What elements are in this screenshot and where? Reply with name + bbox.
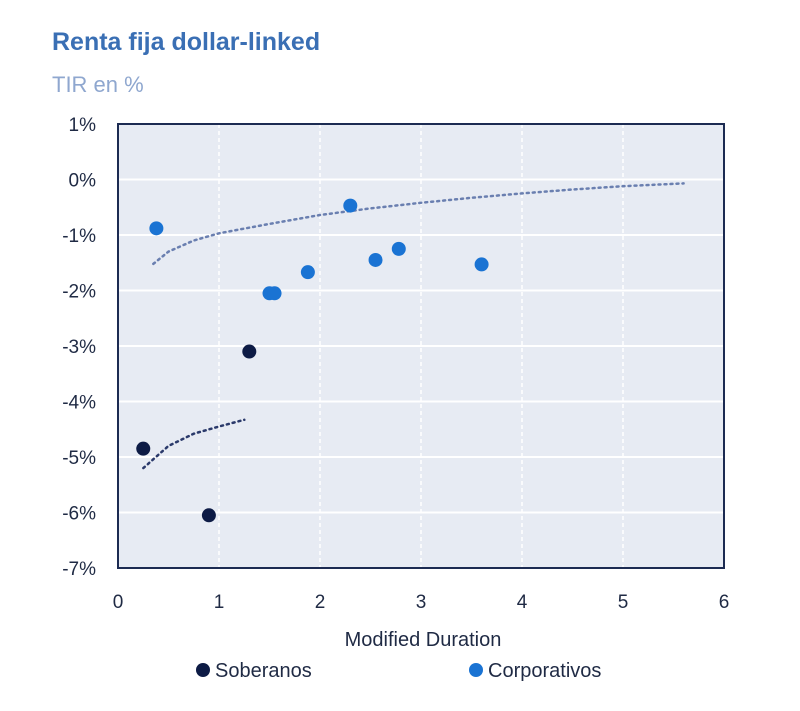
x-tick-label: 3 (416, 592, 427, 613)
trend-lines (142, 182, 685, 470)
legend-label-corporativos: Corporativos (488, 660, 601, 682)
point-corporativos (149, 221, 164, 236)
chart-title: Renta fija dollar-linked (52, 28, 321, 56)
x-tick-label: 1 (214, 592, 225, 613)
tick-labels: 1% 0% -1% -2% -3% -4% -5% -6% -7% 0 1 2 3 4 5 6 (62, 115, 729, 613)
x-tick-label: 6 (719, 592, 730, 613)
y-tick-label: -2% (62, 282, 96, 303)
legend: Soberanos Corporativos (196, 660, 601, 682)
y-tick-label: -3% (62, 337, 96, 358)
legend-label-soberanos: Soberanos (215, 660, 312, 682)
x-axis-label: Modified Duration (345, 629, 502, 651)
point-corporativos (391, 241, 406, 256)
x-tick-label: 2 (315, 592, 326, 613)
legend-marker-corporativos (469, 663, 483, 677)
trend-line-soberanos (142, 418, 246, 470)
data-points (136, 198, 489, 523)
x-tick-label: 0 (113, 592, 124, 613)
y-tick-label: -4% (62, 393, 96, 414)
point-soberanos (201, 508, 216, 523)
x-tick-label: 4 (517, 592, 528, 613)
y-tick-label: -1% (62, 226, 96, 247)
y-tick-label: -5% (62, 448, 96, 469)
point-corporativos (300, 265, 315, 280)
grid (118, 124, 724, 568)
point-corporativos (368, 252, 383, 267)
point-corporativos (343, 198, 358, 213)
chart-subtitle: TIR en % (52, 72, 144, 97)
plot-frame (117, 123, 725, 569)
y-tick-label: 0% (69, 171, 97, 192)
point-corporativos (474, 257, 489, 272)
point-soberanos (242, 344, 257, 359)
point-soberanos (136, 441, 151, 456)
trend-line-corporativos (152, 182, 685, 266)
x-tick-label: 5 (618, 592, 629, 613)
y-tick-label: -7% (62, 559, 96, 580)
y-tick-label: -6% (62, 504, 96, 525)
point-corporativos (267, 286, 282, 301)
legend-marker-soberanos (196, 663, 210, 677)
y-tick-label: 1% (69, 115, 97, 136)
